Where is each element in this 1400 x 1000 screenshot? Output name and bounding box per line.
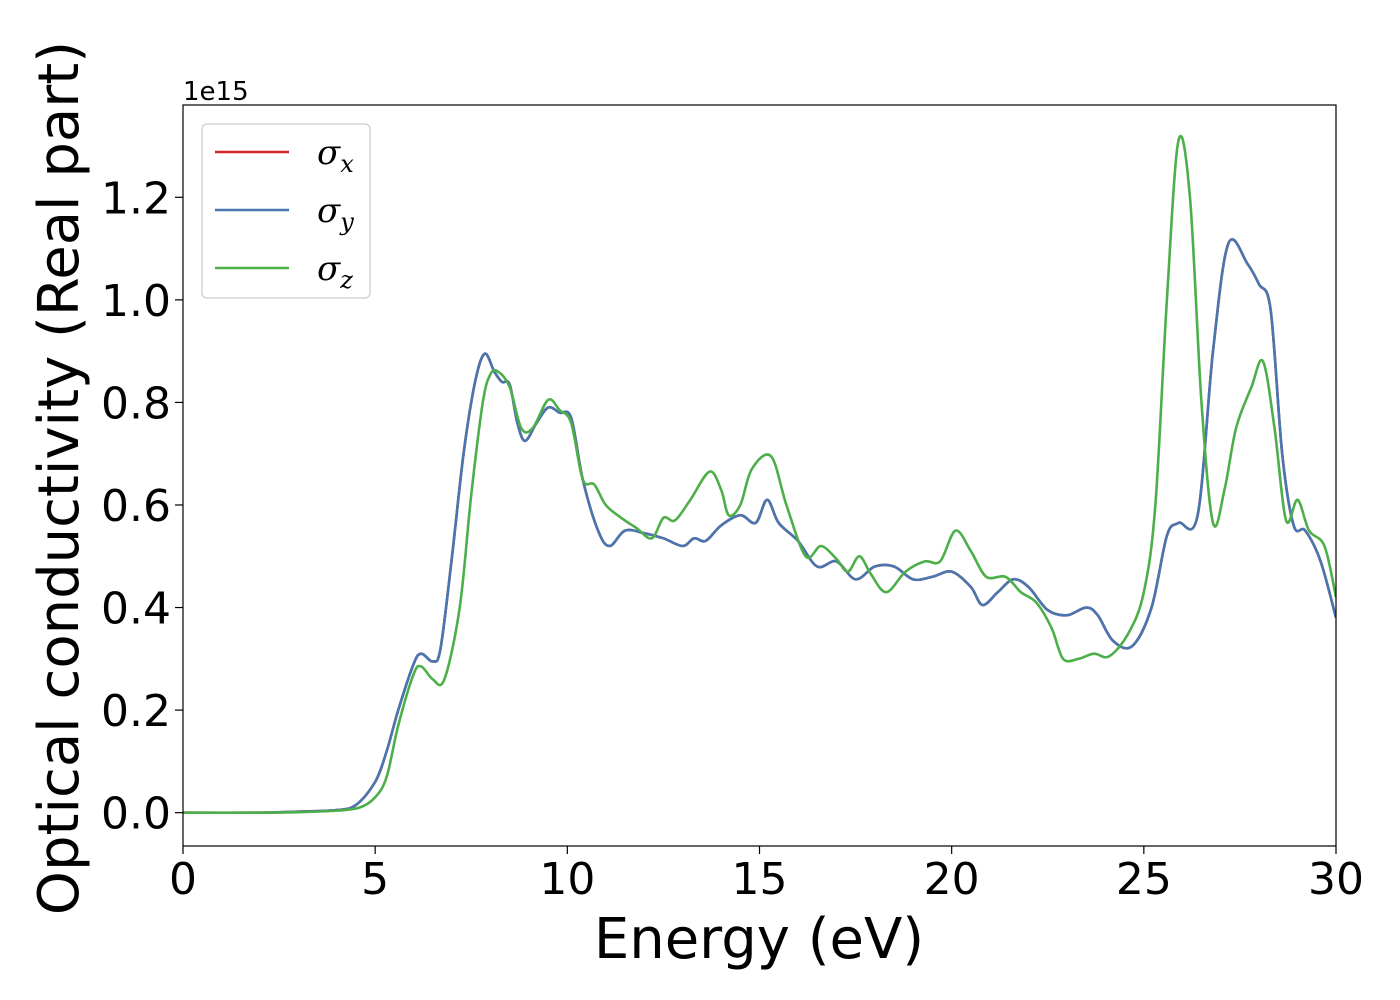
legend-label-symbol: σ [317, 249, 341, 289]
legend-label-subscript: z [339, 266, 353, 294]
y-axis-label: Optical conductivity (Real part) [27, 41, 92, 915]
x-tick-label: 5 [361, 854, 389, 905]
legend-label-z: σz [317, 249, 353, 294]
legend-label-subscript: x [340, 150, 354, 178]
y-tick-label: 0.6 [101, 481, 171, 532]
y-tick-label: 0.4 [101, 584, 171, 635]
x-tick-label: 20 [924, 854, 980, 905]
y-tick-label: 0.2 [101, 686, 171, 737]
y-axis-ticks: 0.0 0.2 0.4 0.6 0.8 1.0 1.2 [101, 173, 183, 840]
x-axis-label: Energy (eV) [594, 907, 924, 972]
legend-label-subscript: y [339, 208, 354, 236]
y-tick-label: 1.2 [101, 173, 171, 224]
series-line-y [183, 238, 1336, 815]
x-tick-label: 25 [1116, 854, 1172, 905]
x-tick-label: 30 [1308, 854, 1364, 905]
x-axis-ticks: 0 5 10 15 20 25 30 [169, 846, 1364, 905]
y-tick-label: 0.0 [101, 789, 171, 840]
legend-label-symbol: σ [317, 133, 341, 173]
legend-label-y: σy [317, 191, 354, 236]
x-tick-label: 10 [539, 854, 595, 905]
legend-label-symbol: σ [317, 191, 341, 231]
x-tick-label: 15 [732, 854, 788, 905]
y-offset-label: 1e15 [183, 77, 249, 107]
y-tick-label: 0.8 [101, 378, 171, 429]
series-lines [183, 134, 1336, 815]
x-tick-label: 0 [169, 854, 197, 905]
legend-label-x: σx [317, 133, 354, 178]
series-line-z [183, 134, 1336, 815]
y-tick-label: 1.0 [101, 276, 171, 327]
